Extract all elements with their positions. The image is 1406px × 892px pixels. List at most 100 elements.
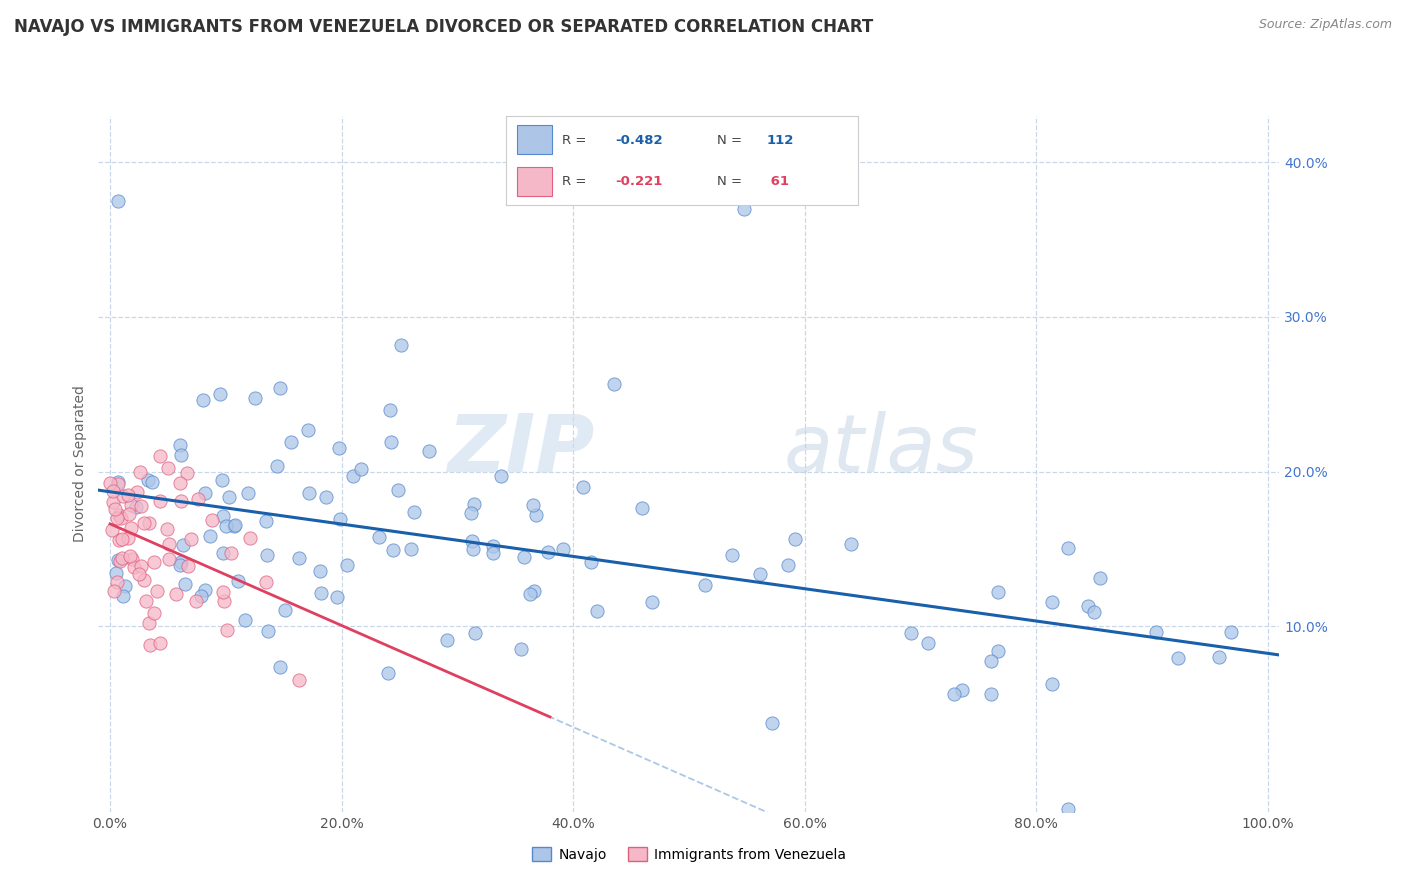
Point [382, 543, 405, 558]
Point [108, 533, 131, 547]
Point [329, 512, 352, 526]
Point [105, 511, 128, 525]
Point [581, 555, 603, 569]
Point [128, 567, 150, 582]
Point [111, 489, 134, 503]
Point [120, 498, 142, 512]
Point [129, 499, 152, 513]
Text: -0.221: -0.221 [616, 176, 662, 188]
Point [98, 476, 121, 491]
Point [136, 473, 159, 487]
Point [143, 606, 166, 620]
Point [256, 514, 278, 528]
Point [1088, 571, 1111, 585]
Point [193, 486, 215, 500]
Point [180, 532, 202, 546]
Point [157, 551, 180, 566]
Point [389, 338, 412, 352]
Point [257, 624, 280, 638]
Point [157, 536, 180, 550]
Text: N =: N = [717, 134, 747, 146]
Point [436, 632, 458, 647]
Point [309, 586, 332, 600]
Point [124, 500, 146, 514]
Text: ZIP: ZIP [447, 411, 595, 489]
Point [482, 539, 505, 553]
Point [524, 508, 547, 522]
Point [170, 448, 193, 462]
Point [776, 558, 799, 573]
Y-axis label: Divorced or Separated: Divorced or Separated [73, 385, 87, 542]
Point [215, 624, 238, 638]
Point [350, 462, 373, 476]
Point [149, 636, 172, 650]
Point [900, 625, 922, 640]
Point [208, 387, 231, 401]
Point [138, 516, 160, 530]
Point [269, 659, 291, 673]
Text: Source: ZipAtlas.com: Source: ZipAtlas.com [1258, 18, 1392, 31]
Point [141, 475, 163, 490]
Point [380, 435, 402, 450]
Point [184, 594, 207, 608]
Point [104, 501, 127, 516]
Point [950, 682, 973, 697]
Point [169, 558, 191, 572]
Point [170, 494, 193, 508]
Point [1056, 802, 1078, 816]
Point [1083, 606, 1105, 620]
Point [146, 584, 169, 599]
Point [149, 494, 172, 508]
Point [128, 466, 150, 480]
Point [377, 666, 399, 681]
Point [461, 534, 484, 549]
Point [110, 553, 132, 567]
Point [114, 579, 136, 593]
Point [156, 522, 179, 536]
Point [309, 564, 332, 578]
Point [211, 473, 233, 487]
Text: -0.482: -0.482 [616, 134, 662, 146]
Point [111, 551, 134, 566]
Point [117, 488, 139, 502]
Point [238, 486, 260, 500]
Point [107, 475, 129, 489]
Point [101, 524, 124, 538]
Point [142, 555, 165, 569]
Point [335, 558, 357, 572]
Point [169, 438, 191, 452]
Point [254, 574, 277, 589]
Point [201, 513, 224, 527]
Point [138, 615, 160, 630]
Point [460, 506, 482, 520]
Text: N =: N = [717, 176, 747, 188]
Point [328, 441, 350, 455]
Point [980, 688, 1002, 702]
Point [156, 460, 179, 475]
Point [118, 549, 141, 563]
Point [121, 552, 143, 566]
Point [245, 392, 267, 406]
Point [1144, 624, 1167, 639]
Point [481, 546, 503, 560]
Point [917, 636, 939, 650]
Point [761, 716, 783, 731]
Point [190, 589, 212, 603]
Point [191, 393, 214, 408]
Point [553, 542, 575, 557]
Point [118, 507, 141, 521]
Point [586, 604, 609, 618]
Point [170, 555, 193, 569]
Point [536, 544, 558, 558]
Point [399, 542, 422, 557]
Point [315, 490, 337, 504]
Bar [517, 167, 551, 196]
Point [103, 483, 125, 498]
Point [165, 587, 187, 601]
Bar [517, 125, 551, 154]
Point [733, 202, 755, 216]
Point [132, 516, 155, 531]
Point [512, 549, 534, 564]
Point [368, 530, 391, 544]
Point [695, 578, 717, 592]
